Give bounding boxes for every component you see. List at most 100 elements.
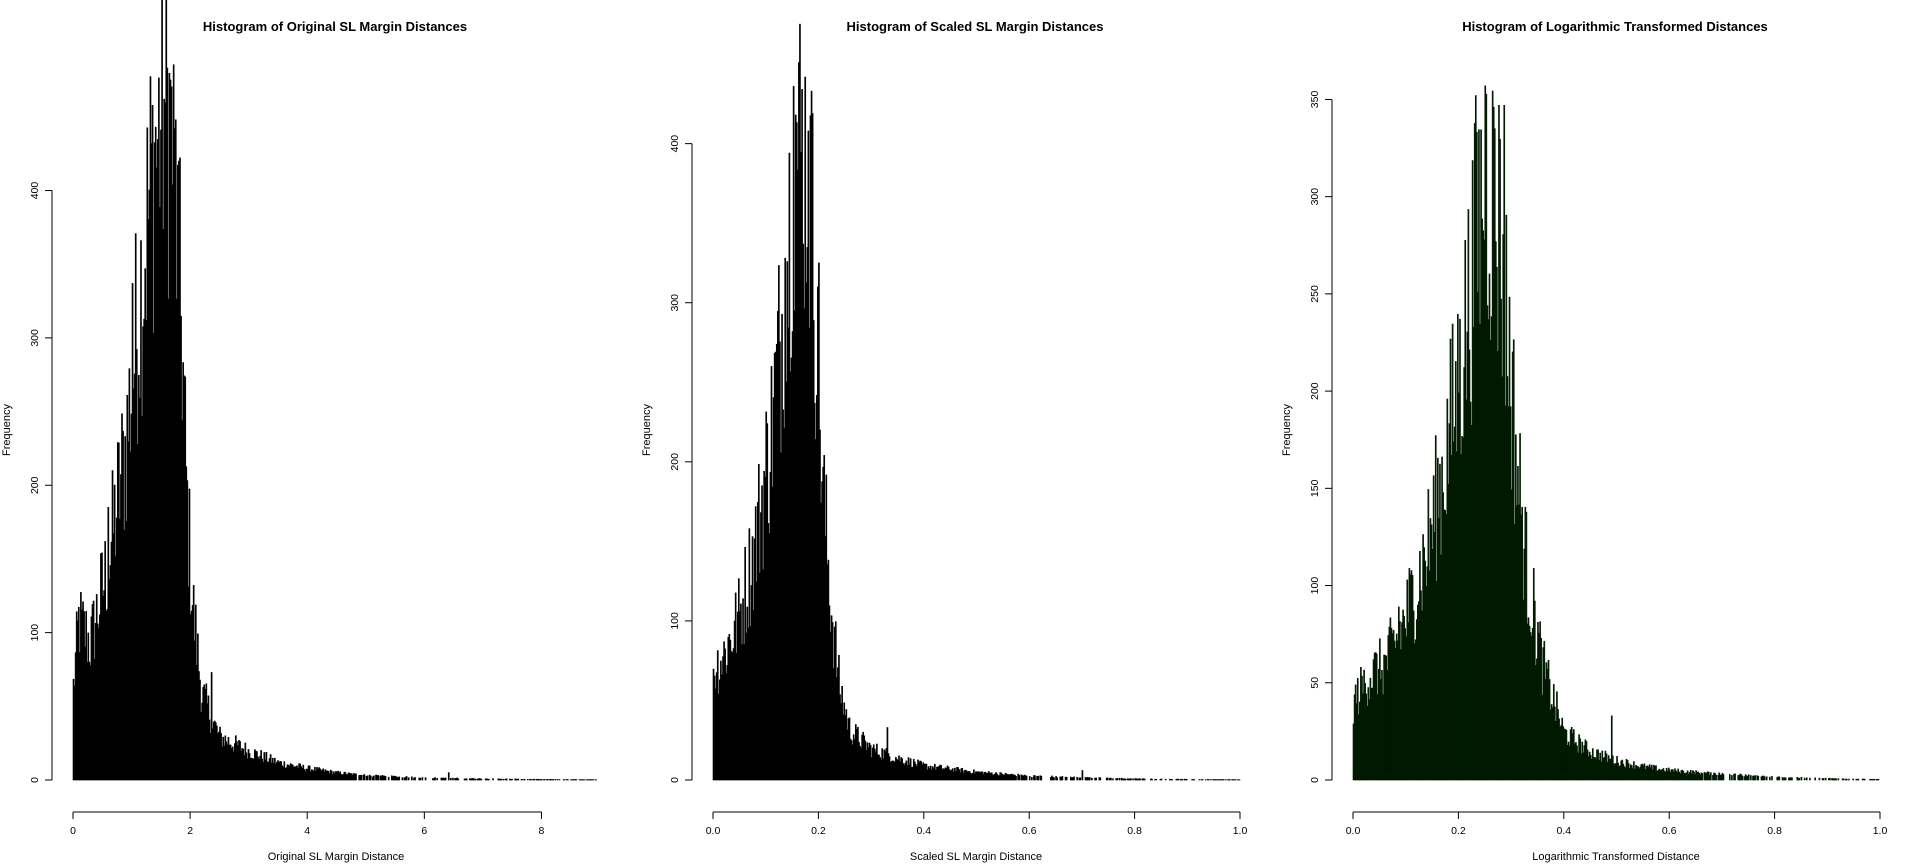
histogram-bar: [1824, 777, 1827, 781]
histogram-bar: [405, 776, 408, 781]
y-tick-label: 0: [669, 777, 681, 783]
histogram-bar: [419, 777, 422, 781]
histogram-bars: [1352, 85, 1880, 781]
histogram-bars: [712, 23, 1241, 781]
histogram-bar: [533, 778, 535, 781]
x-axis-label: Scaled SL Margin Distance: [910, 851, 1042, 863]
histogram-bar: [369, 775, 372, 781]
histogram-bar: [1805, 777, 1808, 781]
histogram-bar: [1809, 777, 1811, 781]
histogram-bar: [411, 776, 413, 781]
histogram-bar: [1160, 778, 1163, 781]
histogram-bar: [1784, 777, 1787, 781]
histogram-bar: [1110, 777, 1112, 781]
histogram-bar: [1778, 776, 1781, 781]
histogram-bar: [1750, 775, 1752, 781]
histogram-bar: [1037, 775, 1039, 781]
histogram-bar: [1747, 774, 1750, 781]
histogram-bar: [1124, 778, 1127, 781]
histogram-bar: [1765, 776, 1768, 781]
histogram-bar: [1061, 776, 1064, 781]
histogram-bar: [505, 778, 508, 781]
y-axis-label: Frequency: [1, 404, 13, 456]
histogram-bar: [502, 778, 505, 781]
histogram-bar: [540, 779, 543, 781]
histogram-bar: [492, 778, 494, 781]
y-tick-label: 50: [1309, 677, 1321, 689]
y-axis-label: Frequency: [1281, 404, 1293, 456]
histogram-bar: [1863, 778, 1866, 781]
histogram-bar: [500, 778, 503, 781]
histogram-bar: [360, 774, 363, 781]
chart-title: Histogram of Logarithmic Transformed Dis…: [1462, 19, 1768, 34]
histogram-bar: [1734, 773, 1736, 781]
y-tick-label: 200: [669, 453, 681, 471]
histogram-bar: [401, 777, 404, 781]
histogram-bar: [1171, 779, 1173, 781]
histogram-bar: [1798, 777, 1801, 781]
histogram-bar: [1151, 778, 1153, 781]
histogram-bar: [1099, 777, 1102, 781]
histogram-bar: [558, 779, 561, 781]
histogram-bar: [511, 778, 513, 781]
histogram-bar: [567, 779, 569, 781]
y-tick-label: 250: [1309, 285, 1321, 303]
histogram-bar: [1034, 775, 1036, 781]
histogram-bar: [1731, 775, 1733, 781]
histogram-bar: [543, 779, 546, 781]
histogram-bar: [434, 777, 436, 781]
histogram-bar: [1095, 777, 1097, 781]
chart-title: Histogram of Scaled SL Margin Distances: [847, 19, 1104, 34]
histogram-bar: [474, 778, 476, 781]
histogram-bar: [556, 779, 559, 781]
y-tick-label: 0: [1309, 777, 1321, 783]
y-tick-label: 400: [669, 135, 681, 153]
histogram-bar: [1018, 774, 1021, 781]
histogram-bar: [1857, 778, 1860, 781]
histogram-bar: [366, 775, 369, 781]
x-tick-label: 0.8: [1767, 825, 1782, 837]
histogram-original-panel: Histogram of Original SL Margin Distance…: [0, 0, 640, 864]
y-tick-label: 0: [29, 777, 41, 783]
x-axis-label: Original SL Margin Distance: [268, 851, 405, 863]
histogram-original-chart: Histogram of Original SL Margin Distance…: [1, 0, 598, 863]
x-tick-label: 0.4: [1556, 825, 1571, 837]
histogram-bar: [1845, 778, 1848, 781]
histogram-bar: [1837, 778, 1840, 781]
histogram-bar: [575, 779, 578, 781]
histogram-bar: [526, 779, 529, 781]
histogram-bar: [1701, 773, 1704, 781]
histogram-bar: [1814, 777, 1817, 781]
histogram-bar: [355, 773, 357, 781]
histogram-bar: [1143, 778, 1146, 781]
histogram-bar: [407, 777, 410, 781]
histogram-bar: [1754, 775, 1756, 781]
x-tick-label: 0.6: [1022, 825, 1037, 837]
x-tick-label: 2: [187, 825, 193, 837]
y-tick-label: 100: [1309, 577, 1321, 595]
x-tick-label: 0.2: [1451, 825, 1466, 837]
histogram-log-chart: Histogram of Logarithmic Transformed Dis…: [1281, 19, 1887, 863]
histogram-bar: [554, 779, 557, 781]
histogram-bar: [1177, 778, 1180, 781]
histogram-bar: [1873, 778, 1876, 781]
histogram-bar: [387, 776, 390, 781]
histogram-bar: [521, 779, 524, 781]
histogram-bar: [1139, 778, 1142, 781]
y-tick-label: 100: [29, 624, 41, 642]
histogram-bar: [1728, 774, 1731, 781]
histogram-bar: [1076, 777, 1078, 781]
histogram-bar: [1201, 779, 1204, 781]
histogram-bar: [1155, 778, 1158, 781]
histogram-bar: [452, 777, 454, 781]
histogram-bar: [421, 777, 424, 781]
histogram-bar: [523, 778, 526, 781]
histogram-bar: [1164, 778, 1167, 781]
y-tick-label: 300: [29, 329, 41, 347]
histogram-bar: [1065, 776, 1068, 781]
histogram-bar: [546, 779, 549, 781]
histogram-bar: [1056, 777, 1058, 781]
histogram-bar: [1088, 777, 1091, 781]
histogram-bar: [447, 772, 450, 781]
histogram-bar: [1025, 775, 1028, 781]
